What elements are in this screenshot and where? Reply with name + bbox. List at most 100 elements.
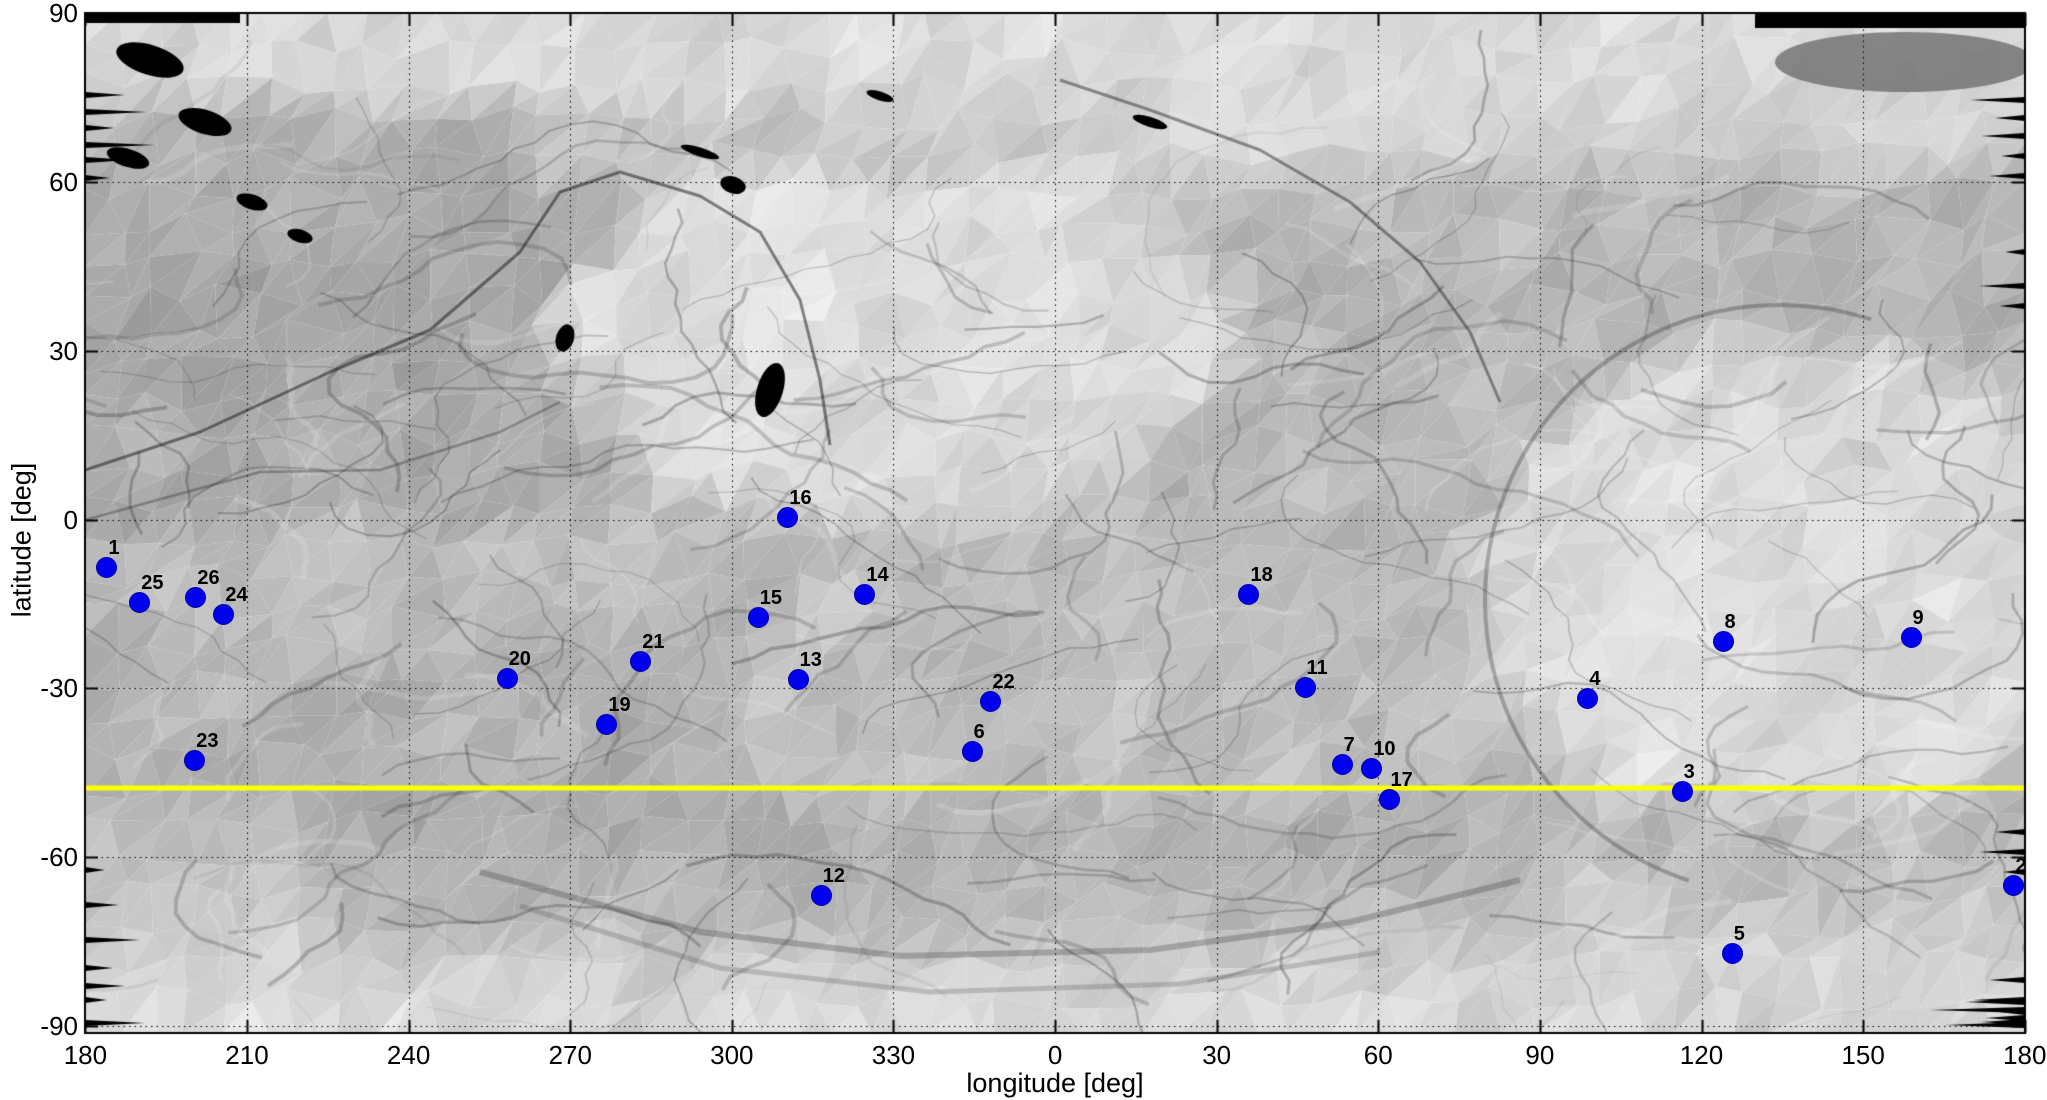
- y-tick-label: -60: [40, 842, 78, 872]
- marker-dot: [777, 506, 799, 528]
- marker-dot: [213, 603, 235, 625]
- marker-label: 7: [1343, 734, 1355, 757]
- map-marker-11: 11: [1294, 658, 1328, 698]
- marker-label: 17: [1390, 768, 1413, 791]
- map-marker-14: 14: [854, 565, 889, 606]
- marker-label: 26: [197, 566, 220, 589]
- x-tick-label: 300: [710, 1040, 754, 1070]
- marker-dot: [185, 586, 207, 608]
- x-tick-label: 210: [225, 1040, 269, 1070]
- map-marker-20: 20: [496, 649, 531, 689]
- y-tick-label: 60: [49, 167, 78, 197]
- x-tick-label: 180: [63, 1040, 108, 1070]
- marker-dot: [961, 740, 983, 762]
- map-marker-4: 4: [1577, 669, 1600, 710]
- marker-dot: [1294, 676, 1316, 698]
- map-marker-19: 19: [596, 695, 631, 736]
- marker-label: 10: [1373, 737, 1396, 760]
- map-marker-8: 8: [1712, 612, 1736, 652]
- marker-label: 19: [608, 694, 631, 717]
- map-marker-15: 15: [747, 588, 782, 629]
- map-marker-7: 7: [1331, 735, 1355, 776]
- map-marker-3: 3: [1671, 762, 1695, 803]
- marker-label: 14: [866, 564, 889, 587]
- y-axis-label: latitude [deg]: [6, 462, 37, 618]
- map-marker-26: 26: [185, 568, 220, 608]
- marker-label: 12: [822, 865, 845, 888]
- marker-label: 24: [225, 583, 248, 606]
- marker-label: 3: [1683, 761, 1695, 784]
- marker-label: 9: [1912, 606, 1924, 629]
- map-marker-24: 24: [213, 585, 248, 625]
- marker-label: 23: [196, 729, 219, 752]
- map-marker-25: 25: [129, 573, 164, 613]
- y-tick-label: 90: [49, 0, 78, 29]
- marker-dot: [810, 885, 832, 907]
- map-marker-17: 17: [1378, 770, 1413, 810]
- marker-label: 13: [799, 649, 822, 672]
- marker-dot: [596, 714, 618, 736]
- x-axis-label: longitude [deg]: [966, 1068, 1144, 1098]
- map-marker-1: 1: [96, 538, 120, 579]
- marker-dot: [1577, 688, 1599, 710]
- marker-label: 25: [141, 571, 164, 594]
- marker-dot: [854, 584, 876, 606]
- x-tick-label: 120: [1679, 1040, 1724, 1070]
- marker-label: 18: [1250, 564, 1273, 587]
- x-tick-label: 240: [386, 1040, 431, 1070]
- map-marker-2: 2: [2003, 856, 2025, 896]
- marker-label: 2: [2015, 854, 2025, 877]
- marker-dot: [496, 667, 518, 689]
- map-marker-18: 18: [1238, 565, 1273, 606]
- map-marker-22: 22: [980, 672, 1015, 713]
- map-marker-12: 12: [810, 866, 845, 907]
- y-tick-label: -90: [40, 1010, 78, 1041]
- marker-dot: [96, 557, 118, 579]
- map-marker-13: 13: [787, 650, 822, 691]
- marker-label: 20: [508, 647, 531, 670]
- marker-label: 4: [1589, 668, 1601, 691]
- marker-label: 11: [1306, 656, 1328, 679]
- marker-dot: [630, 651, 652, 673]
- map-marker-6: 6: [961, 722, 985, 762]
- marker-dot: [1900, 626, 1922, 648]
- y-tick-label: 0: [63, 504, 78, 535]
- marker-dot: [980, 691, 1002, 713]
- map-marker-16: 16: [777, 488, 812, 528]
- x-tick-label: 330: [871, 1040, 916, 1070]
- x-tick-label: 0: [1047, 1040, 1063, 1070]
- x-tick-label: 150: [1841, 1040, 1885, 1070]
- marker-dot: [1712, 630, 1734, 652]
- marker-dot: [1378, 788, 1400, 810]
- marker-label: 1: [108, 537, 120, 560]
- marker-dot: [2003, 874, 2025, 896]
- marker-dot: [1361, 757, 1383, 779]
- marker-dot: [129, 591, 151, 613]
- marker-dot: [747, 607, 769, 629]
- marker-dot: [1671, 781, 1693, 803]
- map-marker-23: 23: [184, 731, 219, 771]
- marker-dot: [184, 749, 206, 771]
- marker-label: 21: [642, 631, 665, 654]
- map-marker-10: 10: [1361, 739, 1396, 779]
- x-tick-label: 180: [2003, 1040, 2047, 1070]
- plot-area: 1 2 3 4 5 6 7 8 9 10 11 12 13 14 15 16 17 18 19 20 21 22 23 24 2…: [85, 13, 2025, 1033]
- y-tick-label: -30: [40, 673, 78, 704]
- marker-dot: [787, 669, 809, 691]
- map-marker-21: 21: [630, 632, 665, 673]
- marker-label: 16: [789, 486, 812, 509]
- map-marker-9: 9: [1900, 608, 1924, 648]
- marker-label: 5: [1733, 923, 1745, 946]
- marker-label: 22: [992, 671, 1015, 694]
- x-tick-label: 270: [548, 1040, 592, 1070]
- x-tick-label: 90: [1525, 1040, 1555, 1070]
- x-tick-label: 30: [1202, 1040, 1232, 1070]
- marker-dot: [1721, 943, 1743, 965]
- marker-label: 15: [759, 587, 782, 610]
- marker-dot: [1238, 584, 1260, 606]
- marker-label: 8: [1724, 610, 1736, 633]
- map-marker-5: 5: [1721, 924, 1745, 965]
- x-tick-label: 60: [1363, 1040, 1393, 1070]
